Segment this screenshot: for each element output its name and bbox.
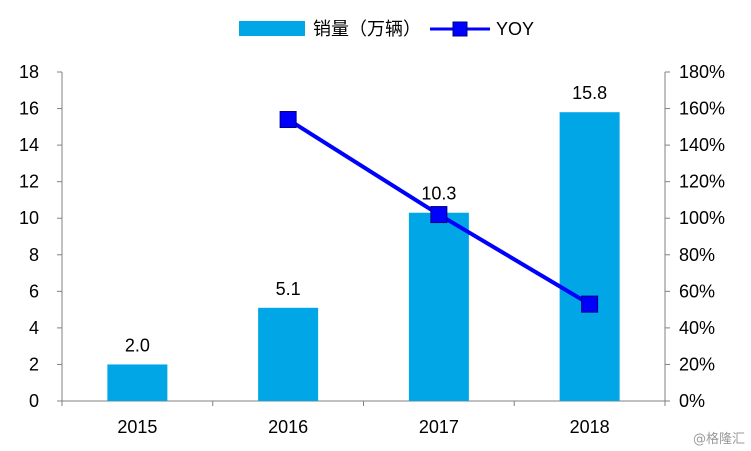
y-right-tick-label: 60% [679,281,715,301]
yoy-point [581,295,599,313]
y-left-tick-label: 6 [29,281,39,301]
axes: 0246810121416180%20%40%60%80%100%120%140… [19,62,725,437]
y-right-tick-label: 180% [679,62,725,82]
bar [258,307,319,401]
yoy-point [279,111,297,129]
watermark: @格隆汇 [693,431,745,447]
y-left-tick-label: 4 [29,318,39,338]
y-right-tick-label: 100% [679,208,725,228]
y-right-tick-label: 140% [679,135,725,155]
bar [559,112,620,401]
y-left-tick-label: 12 [19,172,39,192]
legend-swatch-sales [239,21,305,36]
legend-marker-yoy [452,21,468,37]
bar-data-label: 5.1 [276,279,301,299]
y-right-tick-label: 80% [679,245,715,265]
y-right-tick-label: 120% [679,172,725,192]
x-tick-label: 2016 [268,417,308,437]
legend-label-sales: 销量（万辆） [313,19,421,39]
x-tick-label: 2018 [570,417,610,437]
bar [408,212,469,401]
y-right-tick-label: 160% [679,99,725,119]
y-right-tick-label: 0% [679,391,705,411]
y-left-tick-label: 8 [29,245,39,265]
y-left-tick-label: 10 [19,208,39,228]
bar-data-label: 10.3 [421,184,456,204]
bar-series: 2.0 5.1 10.3 15.8 [107,83,620,401]
y-left-tick-label: 14 [19,135,39,155]
x-tick-label: 2017 [419,417,459,437]
legend-label-yoy: YOY [496,19,534,39]
y-right-tick-label: 40% [679,318,715,338]
yoy-point [430,206,448,224]
bar [107,364,168,401]
y-right-tick-label: 20% [679,354,715,374]
y-left-tick-label: 2 [29,354,39,374]
bar-data-label: 15.8 [572,83,607,103]
line-series [279,111,599,313]
y-left-tick-label: 18 [19,62,39,82]
x-tick-label: 2015 [117,417,157,437]
y-left-tick-label: 16 [19,99,39,119]
bar-data-label: 2.0 [125,335,150,355]
y-left-tick-label: 0 [29,391,39,411]
legend: 销量（万辆） YOY [239,19,534,39]
